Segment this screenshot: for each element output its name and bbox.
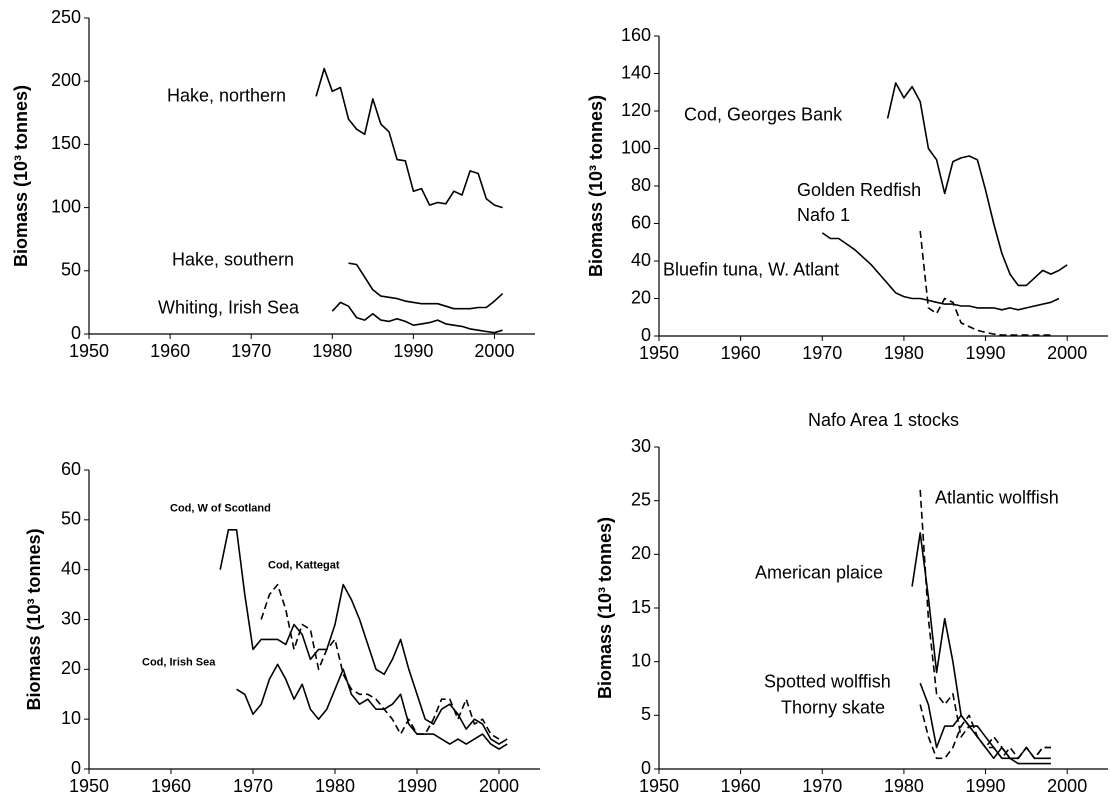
y-axis-label: Biomass (10³ tonnes) [586,95,606,277]
series-line [919,230,1051,336]
x-tick-label: 1970 [802,776,842,796]
y-tick-label: 50 [61,509,81,529]
y-tick-label: 0 [71,758,81,778]
series-label: Cod, Kattegat [268,559,340,572]
series-label: Cod, Georges Bank [684,104,843,125]
y-tick-label: 50 [61,260,81,280]
series-label: Cod, Irish Sea [142,656,216,669]
series-label: Spotted wolffish [764,671,891,692]
y-tick-label: 30 [61,608,81,628]
y-tick-label: 20 [631,543,651,563]
x-tick-label: 1990 [393,341,433,361]
series-label: Golden Redfish Nafo 1 [797,180,922,225]
series-line [348,262,504,310]
series-label: Hake, southern [172,249,295,270]
series-label: American plaice [755,562,884,583]
series-line [821,232,1060,311]
y-tick-label: 0 [71,323,81,343]
x-tick-label: 1960 [721,776,761,796]
y-tick-label: 40 [61,558,81,578]
y-tick-label: 30 [631,436,651,456]
series-label: Whiting, Irish Sea [158,297,300,318]
series-label: Atlantic wolffish [935,487,1059,508]
y-tick-label: 160 [621,25,651,45]
x-tick-label: 1980 [315,776,355,796]
y-tick-label: 150 [51,133,81,153]
x-tick-label: 1980 [884,776,924,796]
x-tick-label: 2000 [1047,343,1087,363]
series-line [886,82,1068,287]
x-tick-label: 2000 [479,776,519,796]
series-line [911,532,1051,765]
x-tick-label: 1990 [397,776,437,796]
y-tick-label: 60 [631,212,651,232]
y-tick-label: 100 [621,137,651,157]
x-tick-label: 1970 [802,343,842,363]
x-tick-label: 1950 [69,341,109,361]
y-tick-label: 0 [641,758,651,778]
chart-title: Nafo Area 1 stocks [808,410,959,430]
y-tick-label: 250 [51,7,81,27]
y-tick-label: 40 [631,250,651,270]
series-label: Bluefin tuna, W. Atlant [663,259,840,280]
x-tick-label: 1950 [639,776,679,796]
y-tick-label: 5 [641,704,651,724]
y-tick-label: 60 [61,459,81,479]
x-tick-label: 2000 [1047,776,1087,796]
y-tick-label: 25 [631,489,651,509]
y-tick-label: 120 [621,100,651,120]
series-label: Cod, W of Scotland [170,502,271,515]
x-tick-label: 1990 [966,343,1006,363]
series-line [260,583,500,740]
y-tick-label: 20 [631,287,651,307]
x-tick-label: 1950 [69,776,109,796]
y-tick-label: 20 [61,658,81,678]
series-line [236,663,508,750]
x-tick-label: 1980 [884,343,924,363]
y-tick-label: 80 [631,175,651,195]
x-tick-label: 1960 [151,776,191,796]
series-line [919,489,1051,760]
series-label: Thorny skate [781,697,886,718]
y-tick-label: 100 [51,196,81,216]
y-tick-label: 15 [631,597,651,617]
y-tick-label: 10 [631,650,651,670]
y-axis-label: Biomass (10³ tonnes) [24,528,44,710]
x-tick-label: 1990 [966,776,1006,796]
x-tick-label: 1960 [721,343,761,363]
series-line [219,529,508,745]
x-tick-label: 1950 [639,343,679,363]
y-tick-label: 10 [61,708,81,728]
series-label: Hake, northern [167,85,287,106]
series-line [315,67,503,209]
x-tick-label: 1970 [231,341,271,361]
x-tick-label: 1980 [312,341,352,361]
y-tick-label: 200 [51,70,81,90]
x-tick-label: 1970 [233,776,273,796]
x-tick-label: 1960 [150,341,190,361]
y-axis-label: Biomass (10³ tonnes) [595,517,615,699]
y-tick-label: 0 [641,325,651,345]
y-tick-label: 140 [621,62,651,82]
series-line [919,682,1051,760]
y-axis-label: Biomass (10³ tonnes) [11,85,31,267]
series-line [919,704,1051,760]
x-tick-label: 2000 [474,341,514,361]
series-line [331,301,503,334]
